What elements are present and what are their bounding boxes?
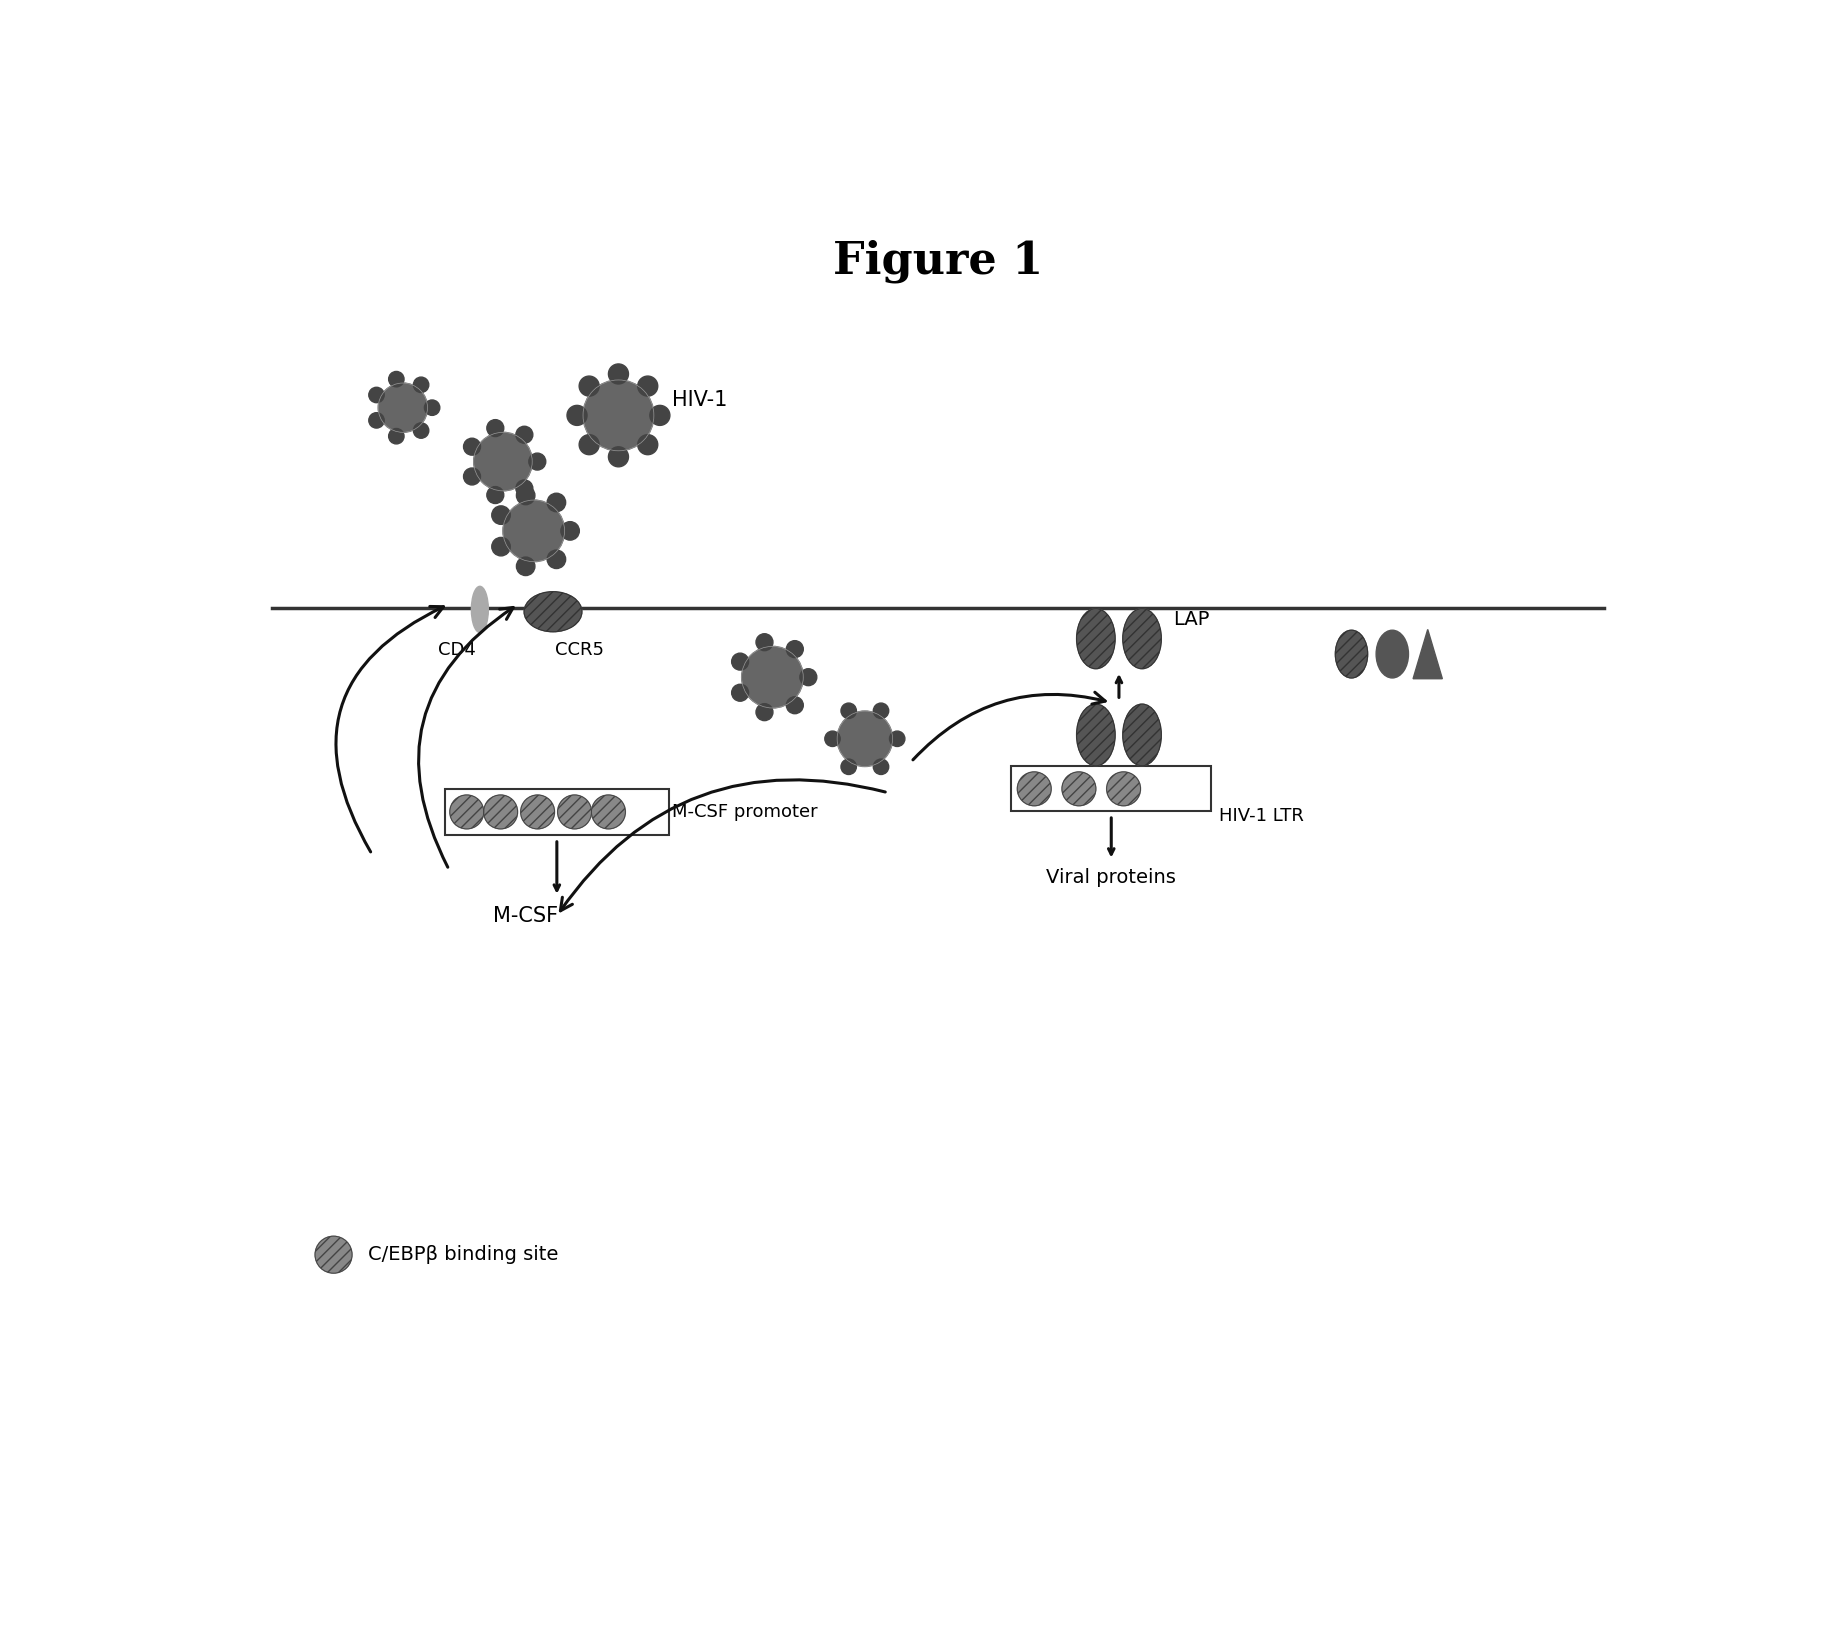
Circle shape <box>836 710 891 767</box>
Circle shape <box>608 363 628 383</box>
Circle shape <box>463 438 479 456</box>
Circle shape <box>487 420 503 436</box>
Circle shape <box>379 383 426 433</box>
Circle shape <box>520 795 554 829</box>
Circle shape <box>516 426 533 443</box>
Circle shape <box>840 758 856 775</box>
Ellipse shape <box>523 591 582 631</box>
Circle shape <box>578 377 598 396</box>
Circle shape <box>800 669 816 686</box>
Circle shape <box>785 697 803 714</box>
Circle shape <box>756 704 772 720</box>
Circle shape <box>637 377 657 396</box>
Circle shape <box>591 795 626 829</box>
Circle shape <box>425 400 439 415</box>
Circle shape <box>516 557 534 575</box>
Circle shape <box>889 732 904 747</box>
Circle shape <box>785 641 803 657</box>
Circle shape <box>547 550 565 568</box>
Circle shape <box>516 481 533 497</box>
Circle shape <box>558 795 591 829</box>
Ellipse shape <box>1076 704 1114 767</box>
Ellipse shape <box>1122 704 1160 767</box>
Circle shape <box>487 487 503 504</box>
Polygon shape <box>1413 629 1442 679</box>
Circle shape <box>741 646 803 709</box>
Text: C/EBPβ binding site: C/EBPβ binding site <box>368 1246 558 1264</box>
Text: Viral proteins: Viral proteins <box>1045 867 1175 887</box>
Circle shape <box>756 634 772 651</box>
Circle shape <box>840 704 856 719</box>
Circle shape <box>474 433 533 491</box>
Text: Figure 1: Figure 1 <box>833 240 1043 282</box>
Circle shape <box>463 468 479 486</box>
FancyArrowPatch shape <box>560 780 884 910</box>
Ellipse shape <box>1076 608 1114 669</box>
FancyArrowPatch shape <box>913 692 1105 760</box>
Circle shape <box>315 1236 351 1274</box>
Ellipse shape <box>1376 629 1407 677</box>
Text: CCR5: CCR5 <box>554 641 604 659</box>
Circle shape <box>492 506 511 524</box>
Text: M-CSF promoter: M-CSF promoter <box>672 803 818 821</box>
Circle shape <box>450 795 483 829</box>
Circle shape <box>732 684 748 700</box>
Text: M-CSF: M-CSF <box>494 905 558 925</box>
Text: HIV-1: HIV-1 <box>672 390 727 410</box>
Ellipse shape <box>1122 608 1160 669</box>
Circle shape <box>492 537 511 555</box>
Circle shape <box>873 704 888 719</box>
Circle shape <box>650 405 670 426</box>
FancyBboxPatch shape <box>445 790 668 834</box>
Circle shape <box>414 423 428 438</box>
Ellipse shape <box>1334 629 1367 677</box>
Circle shape <box>732 653 748 671</box>
Circle shape <box>368 413 384 428</box>
Text: CD4: CD4 <box>437 641 476 659</box>
Circle shape <box>824 732 840 747</box>
Circle shape <box>873 758 888 775</box>
FancyBboxPatch shape <box>1010 767 1211 811</box>
Text: LAP: LAP <box>1173 610 1208 629</box>
Circle shape <box>547 494 565 512</box>
Text: HIV-1 LTR: HIV-1 LTR <box>1219 806 1303 824</box>
Circle shape <box>608 446 628 468</box>
Circle shape <box>1061 771 1094 806</box>
FancyArrowPatch shape <box>419 608 512 867</box>
Circle shape <box>503 501 564 562</box>
Circle shape <box>388 428 404 444</box>
Circle shape <box>1105 771 1140 806</box>
Circle shape <box>637 434 657 454</box>
Circle shape <box>560 522 578 540</box>
Circle shape <box>368 387 384 403</box>
Circle shape <box>516 486 534 506</box>
Circle shape <box>414 377 428 393</box>
Circle shape <box>1017 771 1050 806</box>
Circle shape <box>582 380 653 451</box>
FancyArrowPatch shape <box>335 606 443 852</box>
Circle shape <box>529 453 545 471</box>
Ellipse shape <box>470 586 489 633</box>
Circle shape <box>388 372 404 387</box>
Circle shape <box>483 795 518 829</box>
Circle shape <box>578 434 598 454</box>
Circle shape <box>567 405 587 426</box>
